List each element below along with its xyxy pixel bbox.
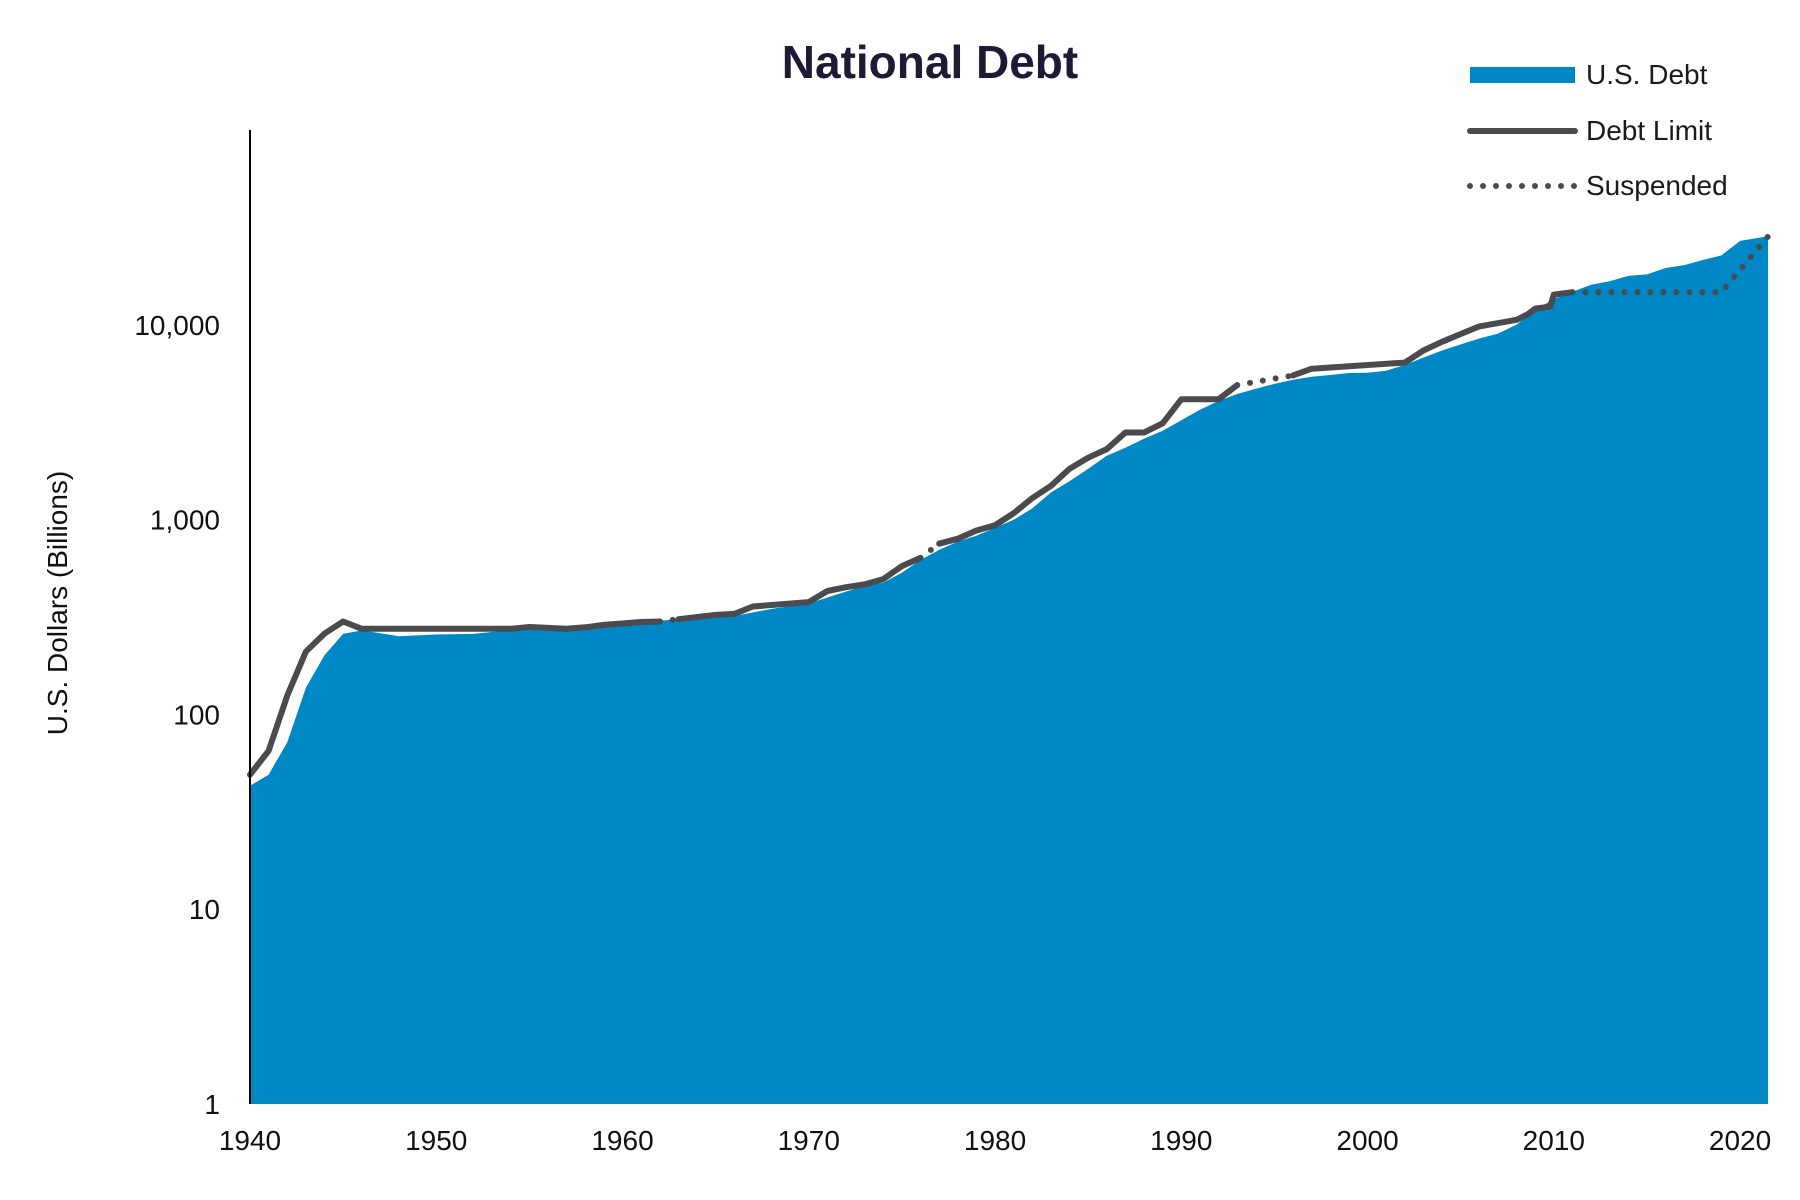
debt-limit-line-1 (247, 618, 663, 778)
x-tick-label: 1950 (405, 1125, 467, 1156)
x-tick-label: 1940 (219, 1125, 281, 1156)
x-tick-label: 2010 (1523, 1125, 1585, 1156)
legend: U.S. Debt Debt Limit Suspended (1467, 59, 1728, 201)
chart-title: National Debt (782, 36, 1078, 88)
debt-limit-line-2 (675, 554, 924, 623)
suspended-line-2 (917, 540, 943, 561)
debt-limit-line-3 (936, 382, 1241, 547)
y-tick-label: 100 (173, 699, 220, 730)
x-tick-label: 1960 (591, 1125, 653, 1156)
us-debt-area (250, 236, 1768, 1104)
x-tick-label: 1980 (964, 1125, 1026, 1156)
x-tick-label: 2020 (1709, 1125, 1771, 1156)
x-tick-label: 1970 (778, 1125, 840, 1156)
y-tick-label: 1 (204, 1089, 220, 1120)
legend-label-suspended: Suspended (1586, 170, 1728, 201)
legend-label-us-debt: U.S. Debt (1586, 59, 1708, 90)
suspended-line-1 (656, 616, 682, 625)
y-axis-label: U.S. Dollars (Billions) (42, 471, 73, 736)
suspended-line-4 (1569, 233, 1771, 296)
x-tick-label: 1990 (1150, 1125, 1212, 1156)
y-tick-label: 10 (189, 894, 220, 925)
legend-swatch-us-debt (1470, 67, 1575, 83)
y-tick-label: 10,000 (134, 310, 220, 341)
plot-area (247, 130, 1771, 1104)
debt-limit-line-4 (1290, 289, 1576, 379)
x-axis-ticks: 1940 1950 1960 1970 1980 1990 2000 2010 2020 (219, 1125, 1771, 1156)
legend-label-debt-limit: Debt Limit (1586, 115, 1712, 146)
y-tick-label: 1,000 (150, 505, 220, 536)
suspended-line-3 (1234, 372, 1296, 389)
x-tick-label: 2000 (1336, 1125, 1398, 1156)
y-axis-ticks: 1 10 100 1,000 10,000 (134, 310, 220, 1120)
